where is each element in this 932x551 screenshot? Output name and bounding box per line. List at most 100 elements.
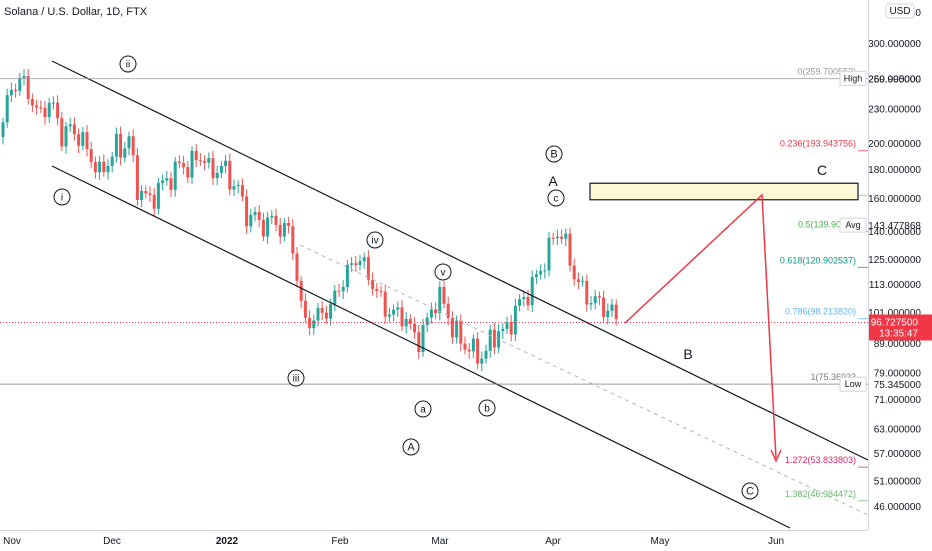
candle-body — [350, 263, 354, 265]
candle-body — [81, 132, 85, 146]
candle-body — [299, 280, 303, 301]
candle-body — [30, 99, 34, 106]
wave-label: iv — [371, 236, 378, 247]
candle-body — [39, 107, 43, 109]
candle-body — [135, 155, 139, 200]
wave-label: b — [484, 404, 490, 415]
price-tick-label: 71.000000 — [874, 395, 922, 406]
candle-body — [194, 150, 198, 161]
candle-body — [413, 323, 417, 333]
candle-body — [568, 233, 572, 266]
wave-label: c — [554, 194, 559, 205]
wave-label: v — [441, 268, 446, 279]
candle-body — [614, 304, 618, 320]
marker-value-label: 143.477868 — [868, 221, 921, 232]
candle-body — [484, 350, 488, 359]
candle-body — [257, 211, 261, 220]
candle-body — [610, 304, 614, 311]
candle-body — [459, 320, 463, 344]
candle-body — [278, 224, 282, 237]
candle-body — [219, 165, 223, 173]
candle-body — [476, 338, 480, 364]
marker-tag-box — [839, 217, 867, 233]
marker-tag-label: High — [844, 73, 863, 83]
candle-body — [253, 211, 257, 215]
candle-body — [22, 76, 26, 78]
candle-body — [68, 124, 72, 127]
projection-arrowhead — [770, 449, 782, 463]
chart-title: Solana / U.S. Dollar, 1D, FTX — [4, 6, 148, 18]
candle-body — [249, 214, 253, 227]
candle-body — [417, 332, 421, 353]
channel-upper-line — [51, 60, 869, 461]
time-tick-label: 2022 — [216, 536, 239, 547]
candle-body — [539, 271, 543, 275]
candle-body — [333, 290, 337, 305]
fib-level-label: 0.618(120.902537) — [780, 255, 856, 265]
candle-body — [207, 158, 211, 163]
candle-body — [379, 290, 383, 292]
candle-body — [303, 300, 307, 318]
wave-label-circle — [545, 145, 563, 163]
price-tick-label: 46.000000 — [874, 502, 922, 513]
candle-body — [383, 291, 387, 317]
candle-body — [480, 358, 484, 364]
price-tick-label: 125.000000 — [868, 255, 921, 266]
candle-body — [140, 191, 144, 200]
time-tick-label: Nov — [3, 536, 21, 547]
candle-body — [455, 320, 459, 338]
candle-body — [240, 184, 244, 197]
price-tick-label: 300.000000 — [868, 39, 921, 50]
marker-tag-box — [839, 70, 867, 86]
candle-body — [501, 328, 505, 332]
wave-label: a — [420, 405, 426, 416]
candle-body — [467, 349, 471, 352]
candle-body — [190, 150, 194, 178]
candle-body — [186, 167, 190, 178]
price-tick-label: 101.000000 — [868, 308, 921, 319]
wave-label: B — [683, 346, 692, 362]
candle-body — [1, 122, 5, 138]
price-axis[interactable] — [868, 0, 932, 530]
wave-label-circle — [547, 189, 565, 207]
time-tick-label: Dec — [103, 536, 121, 547]
candle-body — [215, 172, 219, 179]
candle-body — [576, 279, 580, 282]
candle-body — [375, 288, 379, 291]
candle-body — [98, 161, 102, 173]
channel-lower-line — [51, 165, 791, 529]
wave-label-circle — [414, 400, 432, 418]
candle-body — [152, 194, 156, 209]
price-tick-label: 230.000000 — [868, 105, 921, 116]
candle-body — [9, 89, 13, 96]
candle-body — [177, 161, 181, 163]
candle-body — [148, 193, 152, 195]
wave-label: C — [817, 162, 827, 178]
candle-body — [513, 305, 517, 335]
fib-level-label: 0.236(193.943756) — [780, 139, 856, 149]
time-axis[interactable] — [0, 530, 868, 551]
candle-body — [324, 312, 328, 319]
target-zone-box — [589, 182, 859, 201]
candle-body — [270, 215, 274, 218]
candle-body — [161, 180, 165, 184]
candle-body — [434, 309, 438, 314]
fib-level-label: 0.5(139.90531 — [798, 219, 856, 229]
countdown-label: 13:35:47 — [879, 328, 918, 339]
candle-body — [530, 277, 534, 306]
wave-label: A — [548, 173, 558, 189]
candle-body — [316, 308, 320, 321]
candle-body — [581, 280, 585, 282]
candle-body — [404, 318, 408, 327]
channel-median-line — [299, 244, 869, 516]
fib-level-label: 1.382(46.984472) — [785, 489, 856, 499]
marker-tag-box — [839, 376, 867, 392]
marker-tag-label: Low — [845, 379, 862, 389]
candle-body — [287, 223, 291, 227]
price-tick-label: 200.000000 — [868, 139, 921, 150]
price-tick-label: 79.000000 — [874, 368, 922, 379]
candle-body — [329, 304, 333, 319]
candle-body — [341, 286, 345, 292]
